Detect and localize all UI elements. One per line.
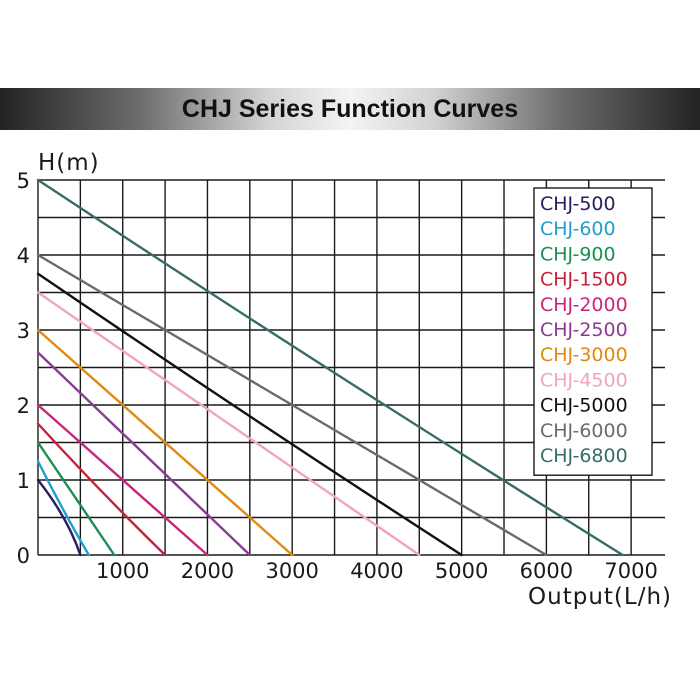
x-tick-label: 7000 [604,559,657,583]
legend-entry-chj-4500: CHJ-4500 [540,369,628,391]
legend-entry-chj-900: CHJ-900 [540,243,616,265]
legend-entry-chj-2500: CHJ-2500 [540,319,628,341]
title-bar: CHJ Series Function Curves [0,88,700,130]
y-tick-label: 0 [17,544,30,568]
series-line-chj-2000 [36,403,209,557]
series-line-chj-1500 [36,422,167,557]
y-tick-label: 5 [17,169,30,193]
series-line-chj-900 [36,441,116,557]
x-tick-label: 6000 [520,559,573,583]
x-tick-label: 5000 [435,559,488,583]
x-tick-label: 1000 [96,559,149,583]
y-tick-label: 1 [17,469,30,493]
series-line-chj-600 [36,460,91,557]
legend-entry-chj-600: CHJ-600 [540,218,616,240]
x-tick-label: 4000 [350,559,403,583]
legend-entry-chj-3000: CHJ-3000 [540,344,628,366]
series-line-chj-3000 [36,328,294,557]
series-lines [36,178,624,557]
x-tick-label: 2000 [181,559,234,583]
tick-labels: 0 1 2 3 4 5 1000 2000 3000 4000 5000 6000 7000 [17,169,658,583]
legend-entry-chj-1500: CHJ-1500 [540,269,628,291]
chart-title: CHJ Series Function Curves [181,94,519,123]
y-tick-label: 4 [17,244,30,268]
series-line-chj-2500 [36,351,252,557]
legend: CHJ-500 CHJ-600 CHJ-900 CHJ-1500 CHJ-2000 CHJ… [533,187,653,476]
legend-entry-chj-5000: CHJ-5000 [540,395,628,417]
series-line-chj-6800 [36,178,624,557]
series-line-chj-6000 [36,253,548,557]
y-axis-label: H(m) [38,150,100,176]
series-line-chj-500 [36,478,82,557]
legend-entry-chj-2000: CHJ-2000 [540,294,628,316]
y-tick-label: 3 [17,319,30,343]
legend-entry-chj-6000: CHJ-6000 [540,420,628,442]
y-tick-label: 2 [17,394,30,418]
legend-entry-chj-500: CHJ-500 [540,193,616,215]
x-tick-label: 3000 [265,559,318,583]
series-line-chj-5000 [36,272,463,557]
legend-box [533,187,653,476]
x-axis-label: Output(L/h) [528,584,672,610]
series-line-chj-4500 [36,291,421,557]
legend-entry-chj-6800: CHJ-6800 [540,445,628,467]
